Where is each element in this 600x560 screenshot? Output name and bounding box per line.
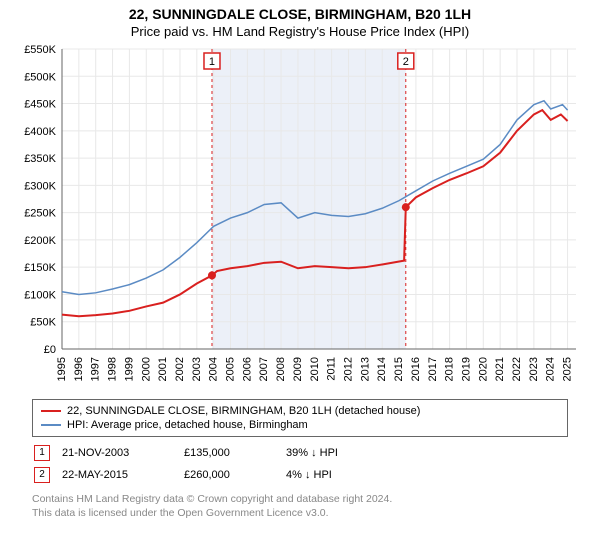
marker-price: £135,000	[184, 443, 284, 463]
y-tick-label: £0	[44, 344, 56, 356]
legend-item: HPI: Average price, detached house, Birm…	[41, 418, 559, 432]
x-tick-label: 2023	[528, 357, 540, 381]
y-tick-label: £400K	[24, 126, 56, 138]
y-tick-label: £550K	[24, 44, 56, 56]
x-tick-label: 2006	[241, 357, 253, 381]
y-tick-label: £50K	[30, 317, 56, 329]
marker-diff: 4% ↓ HPI	[286, 465, 348, 485]
markers-table: 1 21-NOV-2003£135,00039% ↓ HPI 2 22-MAY-201…	[32, 441, 350, 487]
x-tick-label: 2025	[562, 357, 574, 381]
legend-swatch	[41, 424, 61, 426]
x-tick-label: 2008	[275, 357, 287, 381]
y-tick-label: £100K	[24, 289, 56, 301]
y-tick-label: £250K	[24, 208, 56, 220]
y-tick-label: £150K	[24, 262, 56, 274]
x-tick-label: 1999	[123, 357, 135, 381]
x-tick-label: 2012	[342, 357, 354, 381]
marker-row: 1 21-NOV-2003£135,00039% ↓ HPI	[34, 443, 348, 463]
chart-subtitle: Price paid vs. HM Land Registry's House …	[0, 22, 600, 43]
marker-box: 2	[34, 467, 50, 483]
chart-title: 22, SUNNINGDALE CLOSE, BIRMINGHAM, B20 1…	[0, 0, 600, 22]
legend-item: 22, SUNNINGDALE CLOSE, BIRMINGHAM, B20 1…	[41, 404, 559, 418]
legend: 22, SUNNINGDALE CLOSE, BIRMINGHAM, B20 1…	[32, 399, 568, 437]
chart-area: £0 £50K £100K £150K £200K £250K £300K £350K £400…	[18, 43, 582, 393]
x-tick-label: 2017	[427, 357, 439, 381]
x-tick-label: 2003	[191, 357, 203, 381]
x-tick-label: 1995	[56, 357, 68, 381]
legend-label: HPI: Average price, detached house, Birm…	[67, 419, 308, 431]
x-tick-label: 2002	[174, 357, 186, 381]
marker-date: 21-NOV-2003	[62, 443, 182, 463]
x-tick-label: 2010	[309, 357, 321, 381]
footer-attribution: Contains HM Land Registry data © Crown c…	[32, 493, 568, 520]
marker-row: 2 22-MAY-2015£260,0004% ↓ HPI	[34, 465, 348, 485]
y-tick-label: £350K	[24, 153, 56, 165]
x-tick-label: 2020	[477, 357, 489, 381]
marker-price: £260,000	[184, 465, 284, 485]
x-tick-label: 2016	[410, 357, 422, 381]
footer-line: Contains HM Land Registry data © Crown c…	[32, 493, 568, 507]
x-tick-label: 1996	[73, 357, 85, 381]
x-tick-label: 2001	[157, 357, 169, 381]
x-tick-label: 2009	[292, 357, 304, 381]
legend-swatch	[41, 410, 61, 412]
y-tick-label: £450K	[24, 99, 56, 111]
x-tick-label: 1997	[90, 357, 102, 381]
x-tick-label: 2015	[393, 357, 405, 381]
y-tick-label: £500K	[24, 71, 56, 83]
footer-line: This data is licensed under the Open Gov…	[32, 507, 568, 521]
svg-text:1: 1	[209, 56, 215, 68]
x-tick-label: 1998	[107, 357, 119, 381]
x-tick-label: 2011	[326, 357, 338, 381]
x-tick-label: 2024	[545, 357, 557, 381]
marker-diff: 39% ↓ HPI	[286, 443, 348, 463]
x-tick-label: 2005	[225, 357, 237, 381]
svg-text:2: 2	[403, 56, 409, 68]
x-tick-label: 2014	[376, 357, 388, 381]
x-tick-label: 2022	[511, 357, 523, 381]
x-tick-label: 2000	[140, 357, 152, 381]
y-tick-label: £200K	[24, 235, 56, 247]
x-tick-label: 2007	[258, 357, 270, 381]
x-tick-label: 2013	[359, 357, 371, 381]
x-tick-label: 2021	[494, 357, 506, 381]
x-tick-label: 2019	[460, 357, 472, 381]
legend-label: 22, SUNNINGDALE CLOSE, BIRMINGHAM, B20 1…	[67, 405, 420, 417]
marker-date: 22-MAY-2015	[62, 465, 182, 485]
x-tick-label: 2004	[208, 357, 220, 381]
marker-box: 1	[34, 445, 50, 461]
y-tick-label: £300K	[24, 180, 56, 192]
x-tick-label: 2018	[444, 357, 456, 381]
